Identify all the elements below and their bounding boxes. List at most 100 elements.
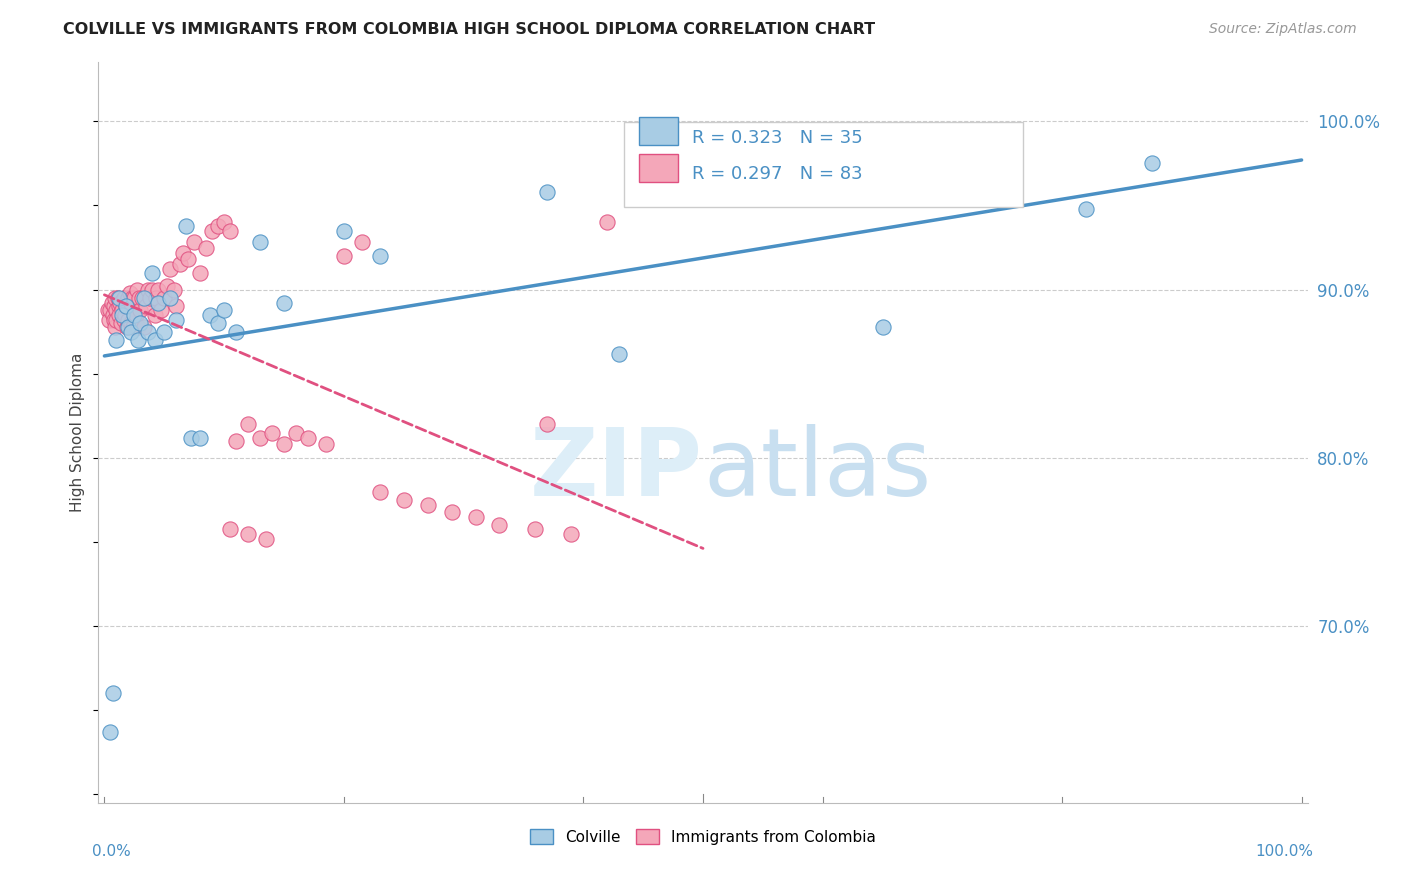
- Point: [249, 431, 271, 445]
- Point: [120, 325, 142, 339]
- Point: [141, 266, 163, 280]
- Point: [219, 224, 242, 238]
- Point: [596, 215, 619, 229]
- Point: [115, 300, 138, 314]
- Point: [97, 302, 120, 317]
- Point: [536, 185, 558, 199]
- Point: [1140, 156, 1163, 170]
- Point: [159, 291, 181, 305]
- Point: [524, 522, 547, 536]
- Point: [172, 245, 194, 260]
- Point: [112, 313, 135, 327]
- Point: [195, 240, 218, 254]
- Point: [315, 437, 337, 451]
- Point: [180, 431, 202, 445]
- Point: [143, 308, 166, 322]
- Text: 100.0%: 100.0%: [1256, 844, 1313, 858]
- Text: ZIP: ZIP: [530, 424, 703, 516]
- Point: [153, 291, 176, 305]
- Point: [236, 417, 259, 432]
- Point: [108, 296, 131, 310]
- Point: [219, 522, 242, 536]
- Point: [111, 302, 134, 317]
- Point: [225, 434, 247, 448]
- Point: [249, 235, 271, 250]
- FancyBboxPatch shape: [638, 154, 678, 182]
- Point: [440, 505, 463, 519]
- Point: [872, 319, 894, 334]
- Point: [136, 283, 159, 297]
- Point: [127, 333, 149, 347]
- Point: [212, 302, 235, 317]
- Point: [135, 300, 157, 314]
- Point: [273, 437, 295, 451]
- Point: [207, 219, 229, 233]
- Point: [115, 300, 138, 314]
- Point: [165, 300, 187, 314]
- Point: [104, 291, 127, 305]
- Point: [368, 249, 391, 263]
- Point: [100, 296, 122, 310]
- Point: [350, 235, 373, 250]
- Point: [120, 316, 142, 330]
- Point: [148, 296, 170, 310]
- Point: [183, 235, 205, 250]
- Point: [165, 313, 187, 327]
- Text: 0.0%: 0.0%: [93, 844, 131, 858]
- Point: [131, 291, 153, 305]
- Point: [207, 316, 229, 330]
- Point: [124, 308, 146, 322]
- Text: Source: ZipAtlas.com: Source: ZipAtlas.com: [1209, 22, 1357, 37]
- Text: COLVILLE VS IMMIGRANTS FROM COLOMBIA HIGH SCHOOL DIPLOMA CORRELATION CHART: COLVILLE VS IMMIGRANTS FROM COLOMBIA HIG…: [63, 22, 876, 37]
- Point: [115, 319, 138, 334]
- Point: [105, 302, 128, 317]
- Point: [107, 308, 129, 322]
- Point: [145, 291, 167, 305]
- Point: [416, 498, 439, 512]
- Point: [284, 425, 307, 440]
- Point: [464, 509, 486, 524]
- Point: [212, 215, 235, 229]
- Point: [101, 308, 124, 322]
- Point: [297, 431, 319, 445]
- Point: [100, 725, 122, 739]
- Point: [607, 346, 630, 360]
- Point: [107, 291, 129, 305]
- Point: [273, 296, 295, 310]
- Point: [174, 219, 197, 233]
- Point: [159, 262, 181, 277]
- FancyBboxPatch shape: [624, 121, 1024, 207]
- Point: [488, 518, 510, 533]
- Point: [188, 266, 211, 280]
- Point: [188, 431, 211, 445]
- Point: [141, 283, 163, 297]
- Point: [536, 417, 558, 432]
- Point: [101, 686, 124, 700]
- Text: R = 0.323   N = 35: R = 0.323 N = 35: [692, 129, 863, 147]
- Point: [118, 285, 141, 300]
- Point: [100, 302, 122, 317]
- Point: [104, 319, 127, 334]
- Point: [143, 333, 166, 347]
- Point: [111, 308, 134, 322]
- Point: [136, 325, 159, 339]
- Point: [392, 492, 415, 507]
- Point: [333, 224, 356, 238]
- Point: [128, 291, 150, 305]
- Point: [163, 283, 186, 297]
- Legend: Colville, Immigrants from Colombia: Colville, Immigrants from Colombia: [524, 822, 882, 851]
- Point: [98, 313, 121, 327]
- Point: [117, 291, 139, 305]
- Point: [129, 302, 152, 317]
- Point: [156, 279, 179, 293]
- Point: [105, 333, 128, 347]
- Point: [236, 526, 259, 541]
- Point: [124, 308, 146, 322]
- Point: [560, 526, 582, 541]
- Text: atlas: atlas: [703, 424, 931, 516]
- Point: [127, 319, 149, 334]
- Point: [122, 319, 145, 334]
- Point: [124, 291, 146, 305]
- Point: [103, 313, 125, 327]
- Point: [117, 313, 139, 327]
